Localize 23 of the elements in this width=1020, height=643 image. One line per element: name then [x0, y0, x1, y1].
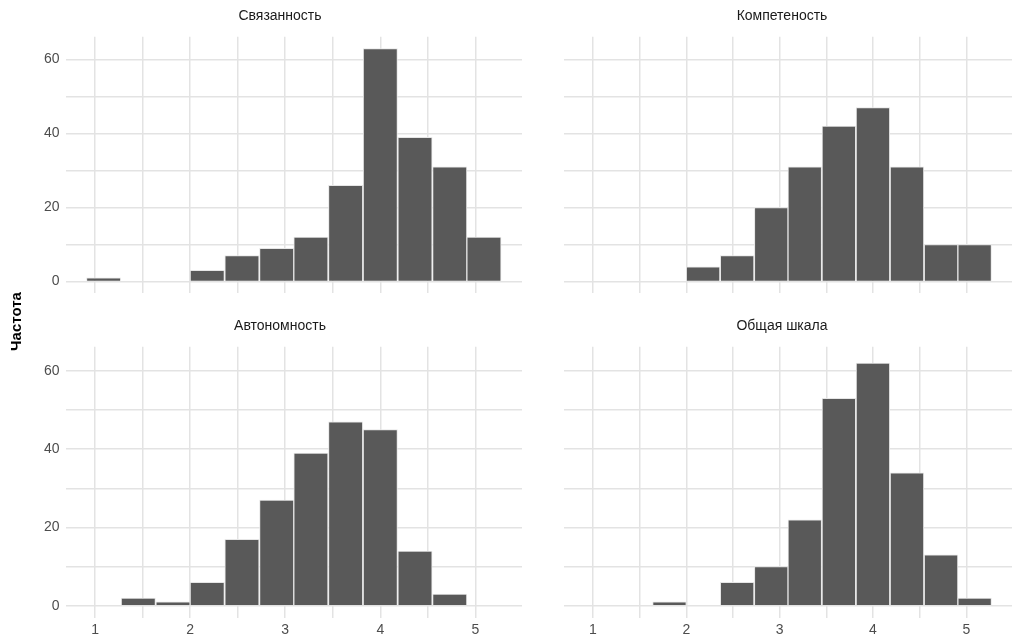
x-tick-label: 5 [962, 621, 971, 638]
y-tick-label: 40 [43, 124, 60, 141]
x-tick-label: 3 [775, 621, 784, 638]
y-tick-label: 0 [51, 596, 60, 613]
x-tick-label: 4 [376, 621, 385, 638]
y-tick-label: 40 [43, 440, 60, 457]
chart-title: Общая шкала [736, 317, 828, 334]
y-tick-label: 20 [43, 198, 60, 215]
y-tick-label: 60 [43, 361, 60, 378]
chart-title: Компетеность [736, 7, 828, 24]
y-tick-label: 0 [51, 272, 60, 289]
x-tick-label: 3 [281, 621, 290, 638]
x-tick-label: 2 [186, 621, 195, 638]
x-tick-label: 4 [869, 621, 878, 638]
x-tick-label: 5 [471, 621, 480, 638]
x-tick-label: 2 [682, 621, 691, 638]
chart-title: Связанность [238, 7, 322, 24]
x-tick-label: 1 [91, 621, 100, 638]
y-axis-title: Частота [6, 292, 24, 351]
y-tick-label: 60 [43, 50, 60, 67]
chart-title: Автономность [234, 317, 326, 334]
x-tick-label: 1 [589, 621, 598, 638]
y-tick-label: 20 [43, 518, 60, 535]
